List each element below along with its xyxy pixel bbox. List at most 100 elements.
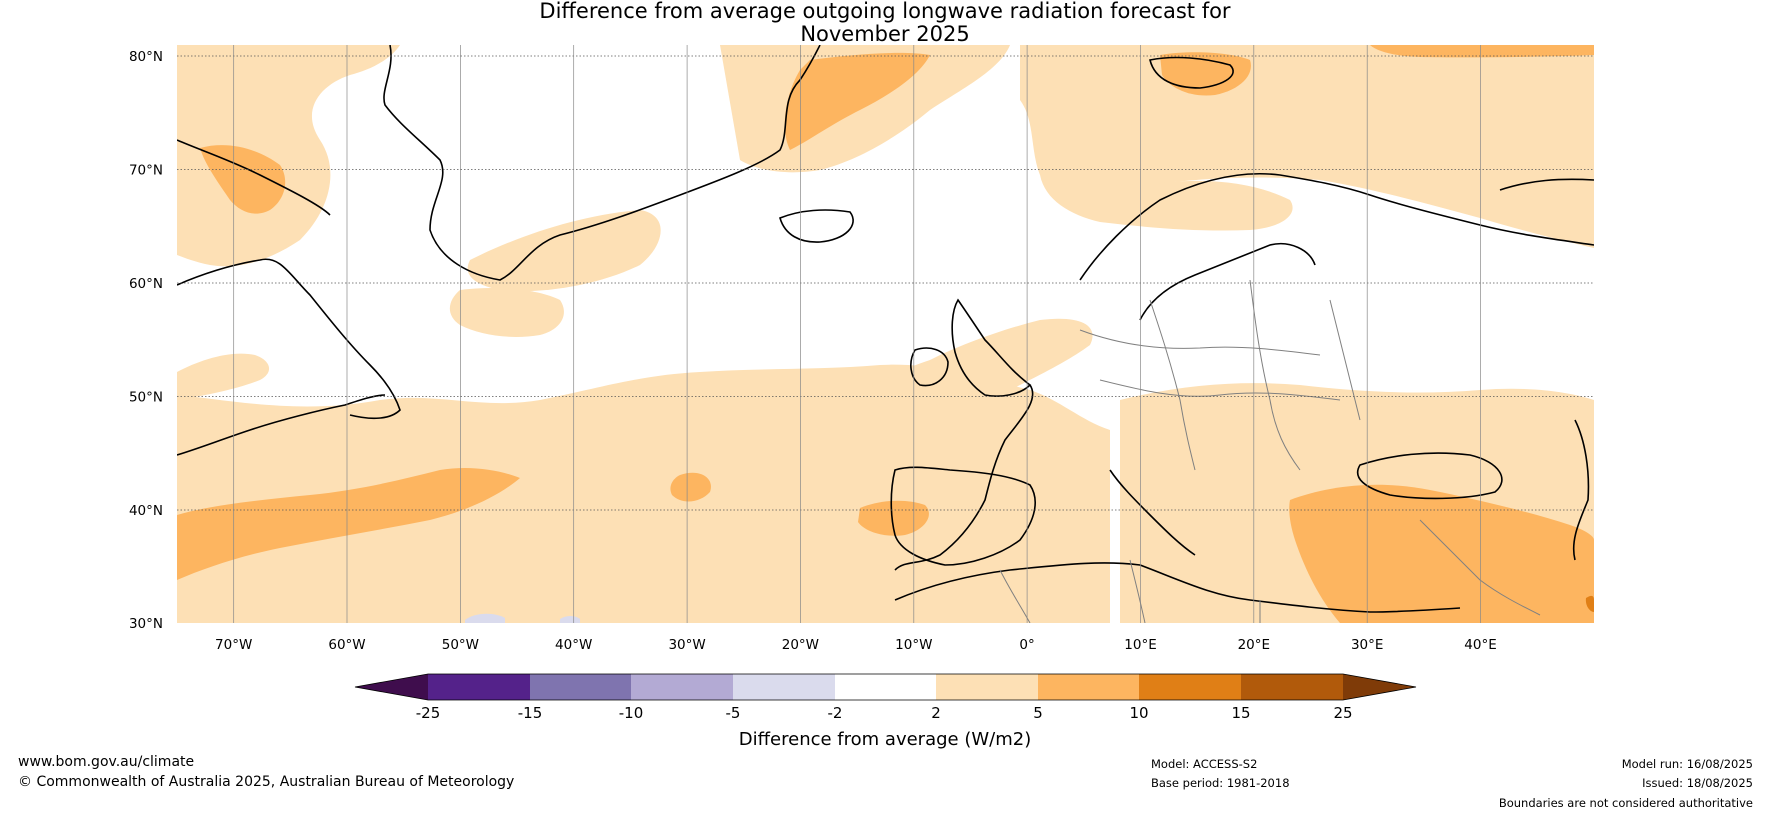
map-title-line2: November 2025 bbox=[800, 22, 970, 46]
border-europe-1 bbox=[1079, 329, 1321, 356]
lat-label-80: 80°N bbox=[129, 49, 163, 65]
coastline-north-africa bbox=[894, 562, 1461, 613]
anomaly-region-norwegian-sea bbox=[1040, 175, 1293, 231]
anomaly-region-negative-2 bbox=[560, 616, 580, 623]
colorbar-extend-high bbox=[1343, 674, 1416, 700]
lon-label-70w: 70°W bbox=[215, 637, 252, 653]
colorbar-bin-9 bbox=[1241, 674, 1343, 700]
footer-copyright: © Commonwealth of Australia 2025, Austra… bbox=[18, 774, 515, 790]
coastline-baltic bbox=[1139, 243, 1316, 321]
coastlines bbox=[177, 45, 1594, 613]
footer-model: Model: ACCESS-S2 bbox=[1151, 757, 1258, 771]
border-europe-3 bbox=[1149, 299, 1196, 471]
coastline-scandinavia bbox=[1079, 172, 1594, 281]
colorbar-bin-5 bbox=[835, 674, 936, 700]
lon-label-10w: 10°W bbox=[895, 637, 932, 653]
colorbar-bin-2 bbox=[530, 674, 631, 700]
lon-label-40e: 40°E bbox=[1464, 637, 1496, 653]
anomaly-region-azores bbox=[670, 472, 711, 502]
coastline-novaya-zemlya bbox=[1499, 178, 1594, 191]
colorbar-tick-9: 15 bbox=[1231, 704, 1250, 722]
border-north-africa bbox=[999, 559, 1261, 623]
anomaly-region-iberia-sw bbox=[858, 500, 929, 536]
footer-website[interactable]: www.bom.gov.au/climate bbox=[18, 754, 195, 770]
latitude-lines bbox=[177, 55, 1594, 511]
longitude-lines bbox=[233, 45, 1481, 623]
anomaly-region-negative-1 bbox=[465, 613, 505, 623]
anomaly-region-north-arctic bbox=[1020, 45, 1594, 248]
lon-label-30e: 30°E bbox=[1351, 637, 1383, 653]
anomaly-region-east-med bbox=[1289, 484, 1594, 623]
colorbar-tick-8: 10 bbox=[1129, 704, 1148, 722]
lat-label-40: 40°N bbox=[129, 503, 163, 519]
coastline-iberia bbox=[890, 466, 1036, 566]
graticule bbox=[177, 45, 1594, 623]
footer-issued: Issued: 18/08/2025 bbox=[1642, 776, 1753, 790]
anomaly-region-baffin bbox=[200, 145, 286, 214]
anomaly-region-davis-strait bbox=[467, 210, 661, 292]
colorbar-tick-2: -15 bbox=[518, 704, 543, 722]
colorbar-bin-8 bbox=[1139, 674, 1241, 700]
anomaly-region-atlantic-south bbox=[177, 364, 1110, 623]
colorbar-extend-low bbox=[355, 674, 428, 700]
colorbar-tick-7: 5 bbox=[1033, 704, 1043, 722]
coastline-nova-scotia bbox=[177, 394, 386, 456]
coastline-italy bbox=[1109, 469, 1196, 556]
colorbar-tick-6: 2 bbox=[931, 704, 941, 722]
lon-label-50w: 50°W bbox=[442, 637, 479, 653]
colorbar-bin-4 bbox=[733, 674, 835, 700]
anomaly-shading bbox=[177, 45, 1594, 623]
coastline-greenland bbox=[383, 45, 821, 281]
colorbar-tick-labels: -25 -15 -10 -5 -2 2 5 10 15 25 bbox=[416, 704, 1353, 722]
lat-label-30: 30°N bbox=[129, 616, 163, 632]
lon-label-30w: 30°W bbox=[668, 637, 705, 653]
lon-label-60w: 60°W bbox=[328, 637, 365, 653]
coastline-baffin-island bbox=[177, 139, 331, 216]
lon-label-20e: 20°E bbox=[1238, 637, 1270, 653]
coastline-caspian bbox=[1572, 419, 1590, 561]
anomaly-region-greenland-sea bbox=[784, 52, 930, 150]
colorbar-tick-3: -10 bbox=[619, 704, 644, 722]
lat-label-60: 60°N bbox=[129, 276, 163, 292]
footer-model-run: Model run: 16/08/2025 bbox=[1621, 757, 1753, 771]
footer-base-period: Base period: 1981-2018 bbox=[1151, 776, 1290, 790]
coastline-iceland bbox=[779, 209, 854, 243]
lon-label-40w: 40°W bbox=[555, 637, 592, 653]
anomaly-region-central-atlantic bbox=[449, 288, 564, 337]
colorbar-tick-4: -5 bbox=[726, 704, 741, 722]
coastline-svalbard bbox=[1149, 56, 1234, 89]
colorbar-bin-1 bbox=[428, 674, 530, 700]
colorbar-bin-3 bbox=[631, 674, 733, 700]
anomaly-region-labrador bbox=[177, 45, 400, 267]
anomaly-region-svalbard bbox=[1160, 52, 1251, 96]
anomaly-region-strong-positive bbox=[1585, 595, 1594, 612]
footer-disclaimer: Boundaries are not considered authoritat… bbox=[1498, 796, 1753, 810]
coastline-great-britain bbox=[951, 298, 1032, 397]
coastline-ireland bbox=[910, 347, 949, 387]
border-europe-5 bbox=[1329, 299, 1361, 421]
colorbar-outline bbox=[354, 673, 1417, 701]
border-middle-east bbox=[1419, 519, 1541, 616]
anomaly-region-subtropical-atlantic bbox=[177, 467, 520, 580]
colorbar-title: Difference from average (W/m2) bbox=[739, 729, 1031, 750]
lon-label-0: 0° bbox=[1019, 637, 1034, 653]
anomaly-region-canada-east bbox=[177, 353, 270, 400]
anomaly-region-arctic-east bbox=[1370, 45, 1594, 58]
border-europe-2 bbox=[1099, 379, 1341, 401]
coastline-labrador bbox=[177, 258, 401, 420]
colorbar-tick-10: 25 bbox=[1333, 704, 1352, 722]
lon-label-20w: 20°W bbox=[782, 637, 819, 653]
colorbar-bin-6 bbox=[936, 674, 1038, 700]
lat-label-50: 50°N bbox=[129, 390, 163, 406]
colorbar: -25 -15 -10 -5 -2 2 5 10 15 25 Differenc… bbox=[354, 673, 1417, 750]
lon-label-10e: 10°E bbox=[1124, 637, 1156, 653]
latitude-labels: 80°N 70°N 60°N 50°N 40°N 30°N bbox=[129, 49, 163, 632]
map-title-line1: Difference from average outgoing longwav… bbox=[539, 0, 1231, 23]
colorbar-tick-5: -2 bbox=[828, 704, 843, 722]
lat-label-70: 70°N bbox=[129, 163, 163, 179]
longitude-labels: 70°W 60°W 50°W 40°W 30°W 20°W 10°W 0° 10… bbox=[215, 637, 1497, 653]
colorbar-tick-1: -25 bbox=[416, 704, 441, 722]
map-title: Difference from average outgoing longwav… bbox=[0, 0, 1770, 46]
colorbar-bin-7 bbox=[1038, 674, 1139, 700]
